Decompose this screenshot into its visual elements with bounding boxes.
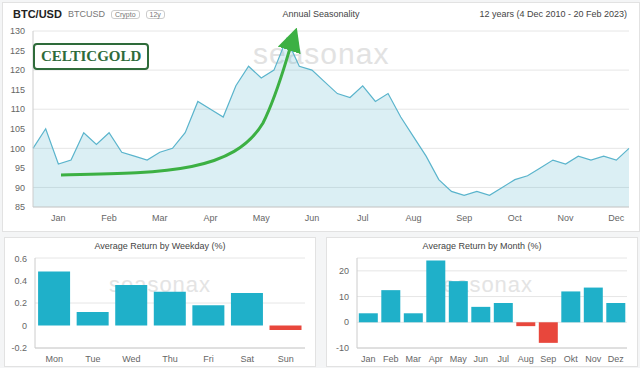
svg-text:Apr: Apr [204, 213, 218, 223]
svg-text:Mar: Mar [152, 213, 168, 223]
svg-text:Dez: Dez [608, 354, 625, 364]
svg-text:Nov: Nov [558, 213, 575, 223]
svg-text:Nov: Nov [585, 354, 602, 364]
html-text:seasonax: seasonax [253, 37, 390, 70]
html-text:Annual Seasonality: Annual Seasonality [282, 9, 360, 19]
svg-text:Dec: Dec [608, 213, 625, 223]
svg-text:Sep: Sep [456, 213, 472, 223]
svg-text:Wed: Wed [122, 354, 140, 364]
html-text:BTCUSD: BTCUSD [67, 9, 105, 19]
html-text:BTC/USD: BTC/USD [13, 8, 62, 20]
svg-text:Jan: Jan [361, 354, 376, 364]
svg-text:Mon: Mon [46, 354, 64, 364]
svg-text:-0.2: -0.2 [11, 343, 27, 353]
svg-text:Feb: Feb [383, 354, 399, 364]
svg-text:Jun: Jun [473, 354, 488, 364]
svg-text:Apr: Apr [429, 354, 443, 364]
svg-text:Sun: Sun [278, 354, 294, 364]
html-text:Crypto: Crypto [114, 10, 136, 18]
html-text:Average Return by Weekday (%): Average Return by Weekday (%) [94, 241, 226, 251]
svg-text:115: 115 [11, 85, 25, 95]
svg-text:125: 125 [10, 46, 25, 56]
svg-text:120: 120 [10, 65, 25, 75]
svg-text:130: 130 [10, 26, 25, 36]
html-text:12 years (4 Dec 2010 - 20 Feb: 12 years (4 Dec 2010 - 20 Feb 2023) [479, 9, 627, 19]
svg-text:Mar: Mar [406, 354, 422, 364]
html-text:12y: 12y [149, 10, 161, 18]
svg-text:Jun: Jun [305, 213, 320, 223]
svg-text:-10: -10 [336, 343, 349, 353]
svg-text:Jul: Jul [357, 213, 369, 223]
svg-text:10: 10 [339, 292, 349, 302]
svg-text:0: 0 [344, 317, 349, 327]
svg-text:Fri: Fri [203, 354, 214, 364]
svg-text:0.2: 0.2 [14, 298, 27, 308]
html-text:Average Return by Month (%): Average Return by Month (%) [422, 241, 542, 251]
svg-text:Sep: Sep [540, 354, 556, 364]
svg-text:Jul: Jul [497, 354, 509, 364]
svg-text:Aug: Aug [405, 213, 421, 223]
svg-text:100: 100 [10, 144, 25, 154]
svg-text:110: 110 [11, 104, 25, 114]
svg-text:Sat: Sat [240, 354, 254, 364]
svg-text:0.4: 0.4 [14, 276, 27, 286]
svg-text:95: 95 [15, 163, 25, 173]
svg-text:90: 90 [15, 183, 25, 193]
svg-text:105: 105 [10, 124, 25, 134]
svg-text:20: 20 [339, 266, 349, 276]
svg-text:Oct: Oct [508, 213, 523, 223]
svg-text:Thu: Thu [162, 354, 178, 364]
svg-text:May: May [450, 354, 468, 364]
svg-text:85: 85 [15, 202, 25, 212]
html-text:seasonax: seasonax [430, 272, 534, 297]
svg-text:0: 0 [22, 321, 27, 331]
html-text:seasonax: seasonax [108, 272, 212, 297]
html-text:CELTICGOLD: CELTICGOLD [41, 48, 142, 64]
svg-text:Aug: Aug [518, 354, 534, 364]
svg-text:Okt: Okt [564, 354, 579, 364]
svg-text:Jan: Jan [51, 213, 66, 223]
svg-text:May: May [253, 213, 271, 223]
svg-text:Tue: Tue [85, 354, 100, 364]
svg-text:Feb: Feb [101, 213, 117, 223]
svg-text:0.6: 0.6 [14, 254, 27, 264]
